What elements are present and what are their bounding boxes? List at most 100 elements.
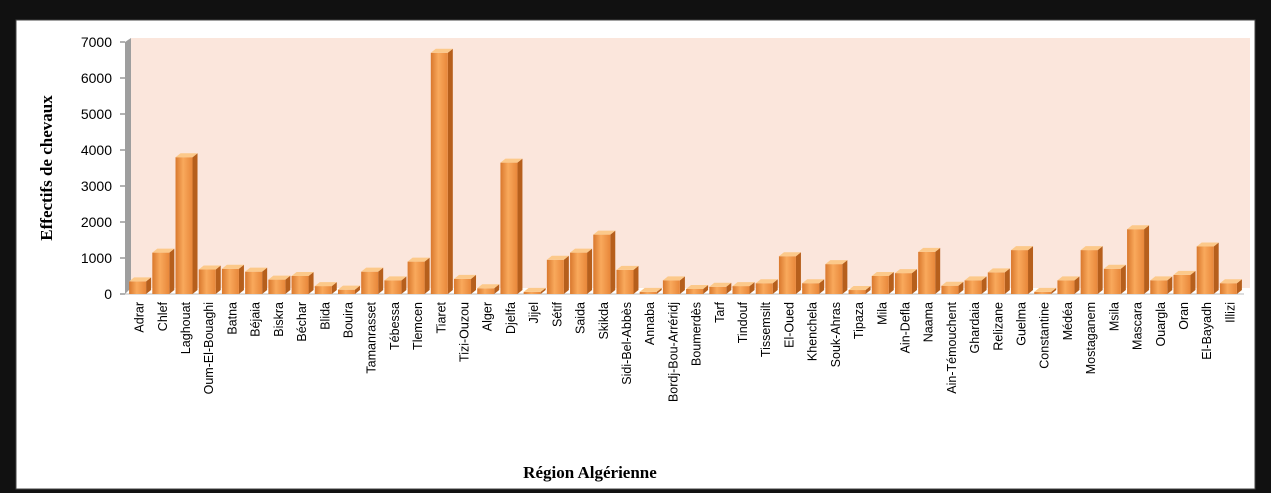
x-tick-label: Tlemcen [411,302,425,350]
x-tick-label: Ouargla [1154,302,1168,347]
plot-background [131,38,1250,288]
bar [500,158,523,294]
bar-side [331,282,337,294]
x-tick-label: Bordj-Bou-Arréridj [666,302,680,402]
bar [755,279,778,294]
bar-side [1144,225,1150,294]
x-tick-label: Ain-Defla [898,302,912,353]
bar-front [221,268,239,294]
x-tick-label: Oum-El-Bouaghi [202,302,216,394]
x-tick-label: Tiaret [434,301,448,333]
bar-top [639,287,662,292]
outer-frame-top [0,0,1271,20]
bar-side [749,282,755,294]
bar [894,269,917,294]
x-tick-label: Blida [318,302,332,330]
bar-front [454,278,472,294]
x-tick-label: Batna [225,302,239,335]
bar-front [1127,229,1145,294]
bar-front [686,288,704,294]
bar-top [245,267,268,272]
x-tick-label: Tissemsilt [759,301,773,357]
bar-front [732,286,750,294]
bar-top [430,48,453,53]
bar [639,287,662,294]
bar-front [1011,250,1029,294]
bar [546,255,569,294]
x-tick-label: Mascara [1131,302,1145,350]
bar-top [129,277,152,282]
bar-front [268,279,286,294]
bar [616,265,639,294]
plot-side-wall [125,38,131,294]
bar-side [517,158,523,294]
bar-top [291,272,314,276]
bar-front [430,52,448,294]
x-tick-label: Souk-Ahras [829,302,843,367]
bar-side [633,265,639,294]
bar-front [546,259,564,294]
x-tick-label: Béjaia [249,302,263,337]
x-tick-label: Boumerdès [690,302,704,366]
bar-top [894,269,917,274]
bar-side [1120,264,1126,294]
bar-front [802,283,820,294]
bar-front [1150,280,1168,294]
bar [686,284,709,294]
bar [477,284,500,294]
bar-front [407,261,425,294]
bar [778,252,801,294]
x-tick-label: Mostaganem [1084,302,1098,374]
x-tick-label: Adrar [133,302,147,333]
bar-side [656,287,662,294]
bar-front [500,162,518,294]
bar-top [1196,242,1219,247]
bar-front [616,269,634,294]
x-tick-label: Annaba [643,302,657,345]
bar-top [1173,270,1196,275]
y-tick-label: 1000 [81,250,112,266]
bar-front [175,157,193,294]
bar [662,276,685,294]
x-tick-label: Illizi [1223,302,1237,323]
bar-front [1173,274,1191,294]
x-tick-label: Msila [1107,302,1121,331]
y-tick-label: 6000 [81,70,112,86]
bar-top [337,285,360,290]
bar-side [842,260,848,294]
bar-front [337,289,355,294]
y-tick-label: 3000 [81,178,112,194]
x-tick-label: Saida [574,302,588,334]
x-tick-label: Tamanrasset [365,301,379,373]
bar [1080,246,1103,294]
category-labels: Adrar Chlef Laghouat Oum-El-Bouaghi Batna Béj… [133,301,1238,402]
bar-top [964,276,987,281]
bar-front [709,286,727,294]
bar-top [500,158,523,163]
bar-front [593,234,611,294]
x-tick-label: Tipaza [852,302,866,339]
bar-front [941,285,959,294]
bar-front [570,252,588,294]
outer-frame-right [1255,0,1271,493]
x-tick-label: Tébessa [388,302,402,350]
bar-front [1034,291,1052,294]
x-tick-label: Chlef [156,301,170,331]
bar-top [871,272,894,276]
bar [1173,270,1196,294]
bar-top [709,282,732,287]
bar-front [314,286,332,294]
bar-side [262,267,268,294]
bar-side [540,287,546,294]
bar-top [384,276,407,281]
bar-top [1057,276,1080,281]
bar-side [378,267,384,294]
bar-front [1057,280,1075,294]
bar-front [662,280,680,294]
x-tick-label: Skikda [597,302,611,340]
bar-top [616,265,639,270]
bar [1057,276,1080,294]
x-tick-label: Bouira [341,302,355,338]
bar-side [401,276,407,294]
y-tick-label: 4000 [81,142,112,158]
